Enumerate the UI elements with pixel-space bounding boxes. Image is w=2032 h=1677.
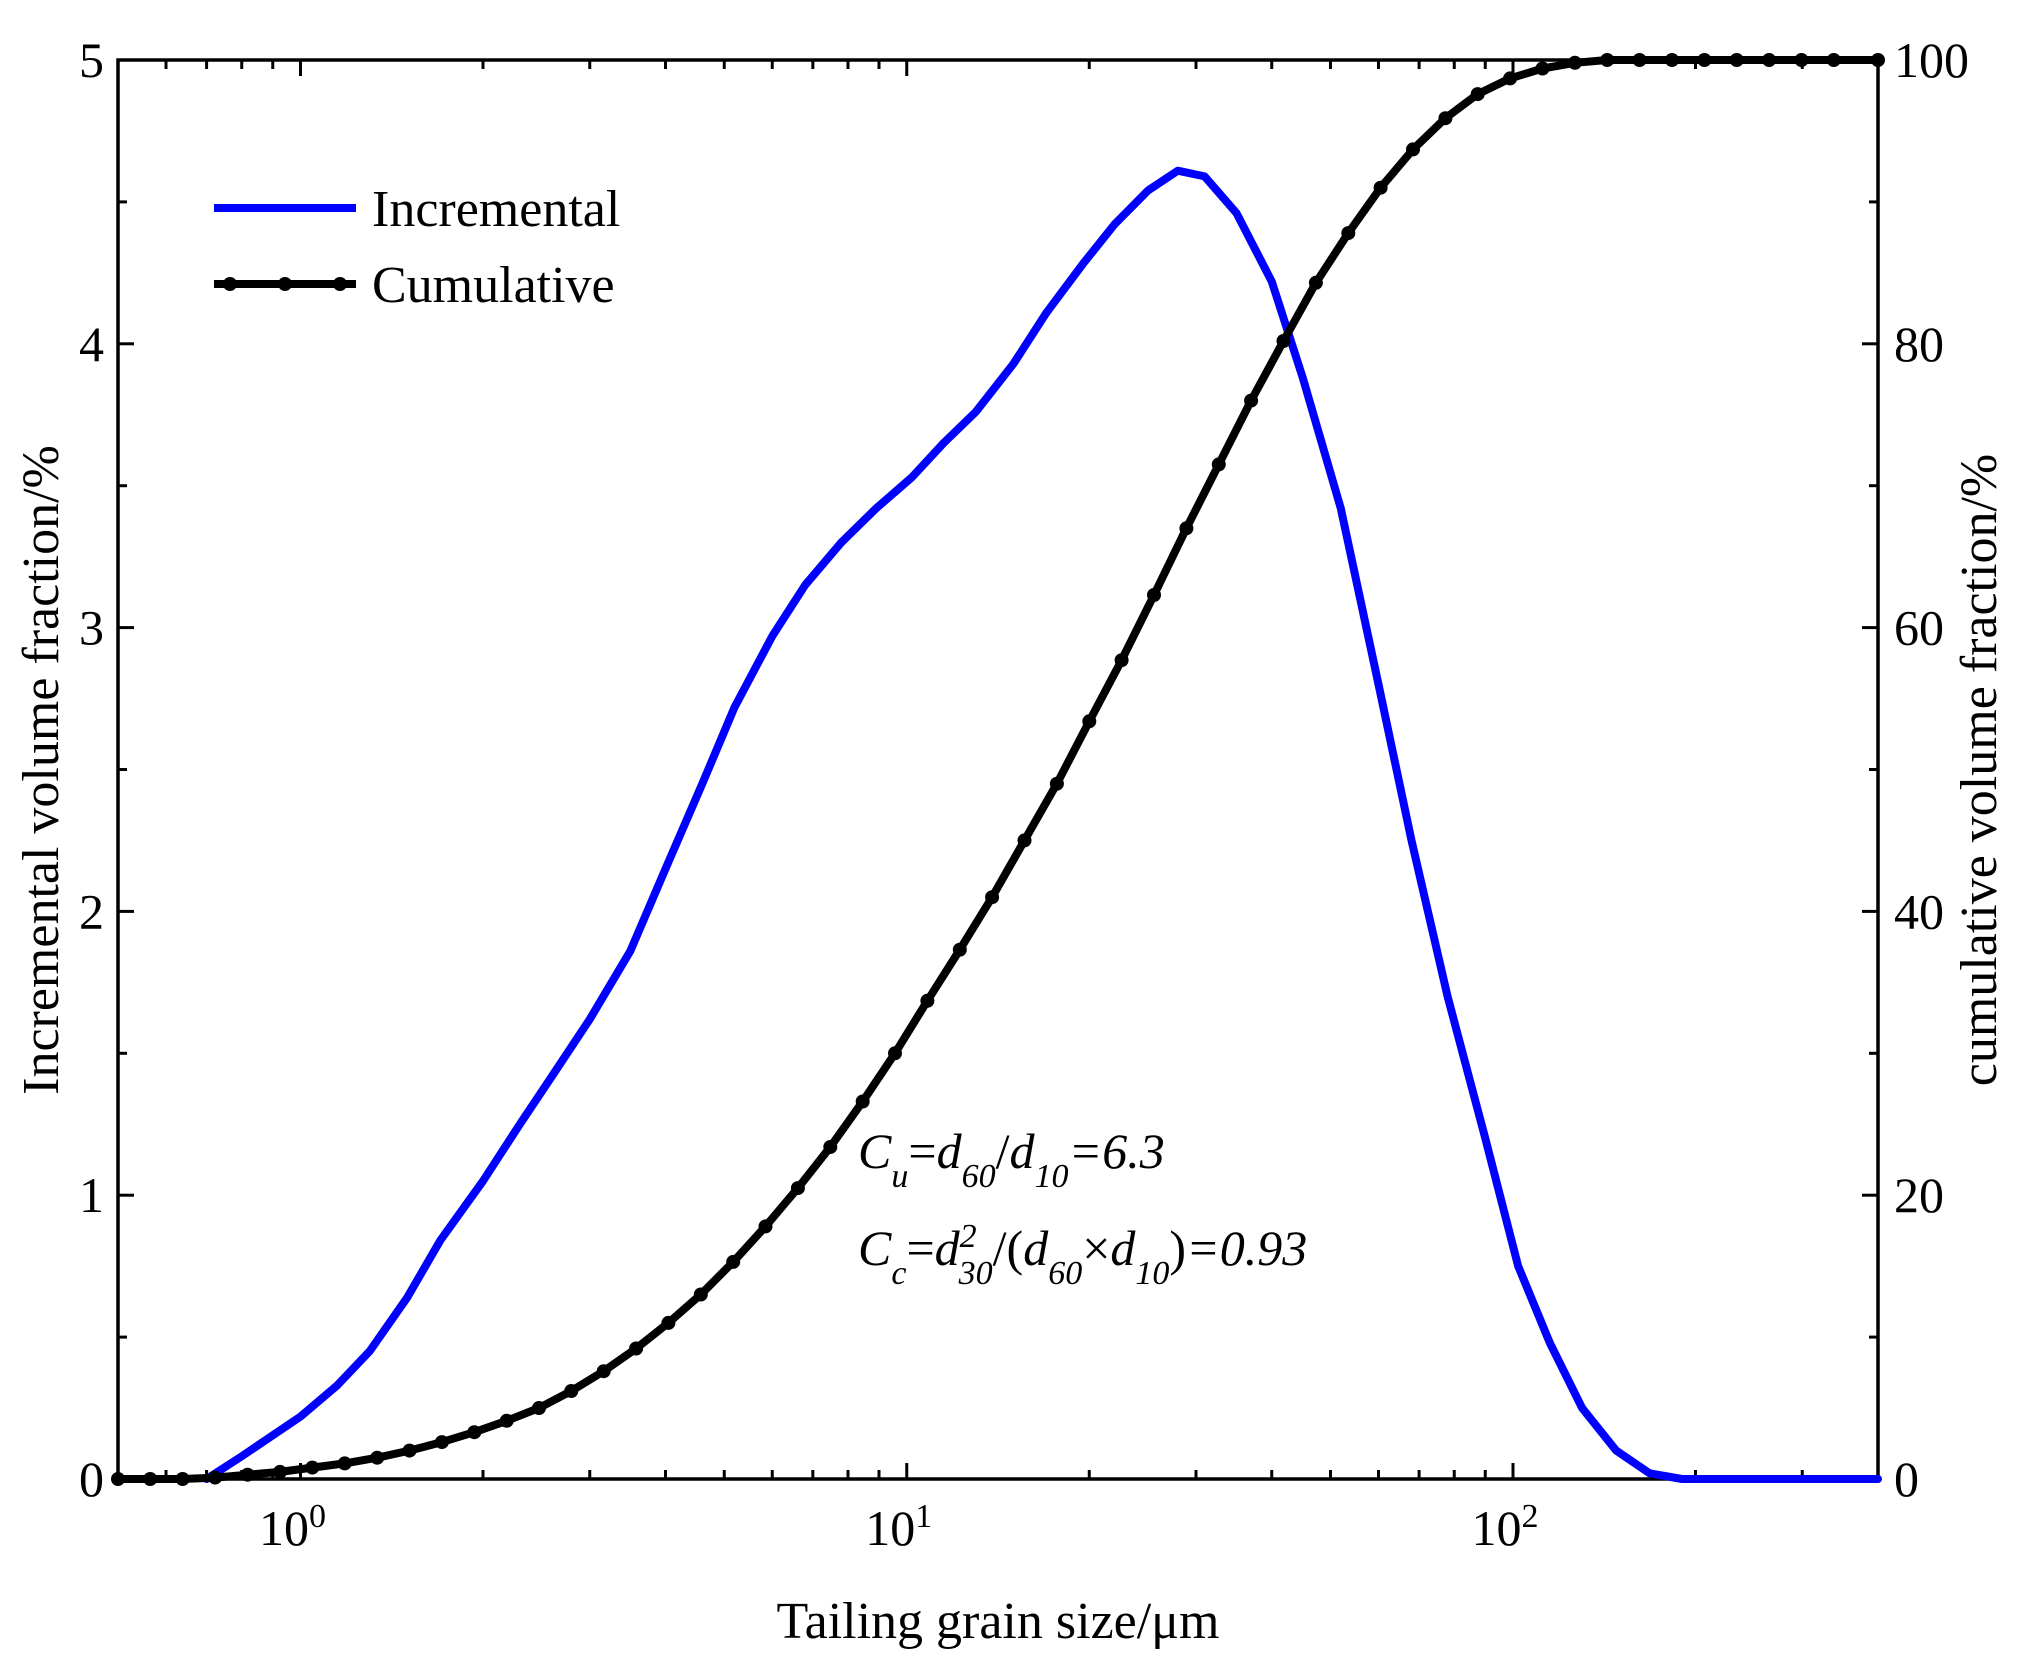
data-point-cumulative xyxy=(596,1364,611,1379)
data-point-cumulative xyxy=(1729,53,1744,67)
x-tick-label: 100 xyxy=(259,1498,326,1557)
data-point-cumulative xyxy=(1308,275,1323,290)
y-left-tick-label: 1 xyxy=(79,1167,104,1223)
y-left-tick-label: 0 xyxy=(79,1451,104,1507)
data-point-cumulative xyxy=(790,1181,805,1196)
data-point-cumulative xyxy=(1567,55,1582,70)
data-point-cumulative xyxy=(1179,521,1194,536)
data-point-cumulative xyxy=(175,1472,190,1486)
data-point-cumulative xyxy=(985,890,1000,905)
data-point-cumulative xyxy=(434,1435,449,1450)
y-right-tick-label: 60 xyxy=(1894,600,1944,656)
data-point-cumulative xyxy=(240,1467,255,1482)
data-point-cumulative xyxy=(467,1425,482,1440)
data-point-cumulative xyxy=(1049,776,1064,791)
data-point-cumulative xyxy=(1665,53,1679,67)
y-right-tick-label: 100 xyxy=(1894,32,1969,88)
data-point-cumulative xyxy=(1600,53,1615,67)
data-point-cumulative xyxy=(305,1460,320,1475)
y-right-tick-label: 80 xyxy=(1894,316,1944,372)
data-point-cumulative xyxy=(952,942,967,957)
y-right-tick-label: 40 xyxy=(1894,883,1944,939)
data-point-cumulative xyxy=(629,1341,644,1356)
data-point-cumulative xyxy=(143,1472,158,1486)
data-point-cumulative xyxy=(1794,53,1809,67)
data-point-cumulative xyxy=(1632,53,1647,67)
data-point-cumulative xyxy=(1017,833,1032,848)
legend-marker-cumulative xyxy=(223,277,237,291)
y-left-tick-label: 2 xyxy=(79,883,104,939)
data-point-cumulative xyxy=(1826,53,1841,67)
annotation-cu: Cu=d60/d10=6.3 xyxy=(858,1123,1165,1195)
data-point-cumulative xyxy=(888,1046,902,1061)
data-point-cumulative xyxy=(1211,457,1226,472)
data-point-cumulative xyxy=(1114,653,1129,668)
x-axis-title: Tailing grain size/μm xyxy=(776,1593,1219,1650)
y-left-axis-ticks: 0 1 2 3 4 5 xyxy=(79,32,134,1507)
y-right-tick-label: 20 xyxy=(1894,1167,1944,1223)
data-point-cumulative xyxy=(111,1472,125,1486)
annotation-cc: Cc=d2 30/(d60×d10)=0.93 xyxy=(858,1218,1307,1292)
data-point-cumulative xyxy=(1341,226,1356,241)
y-left-tick-label: 5 xyxy=(79,32,104,88)
data-point-cumulative xyxy=(1082,714,1097,729)
data-point-cumulative xyxy=(1276,334,1291,348)
data-point-cumulative xyxy=(1373,180,1388,195)
data-point-cumulative xyxy=(1762,53,1777,67)
data-point-cumulative xyxy=(1244,393,1259,408)
data-point-cumulative xyxy=(1470,87,1485,102)
legend-marker-cumulative xyxy=(333,277,347,291)
legend-label-cumulative: Cumulative xyxy=(372,257,615,314)
data-point-cumulative xyxy=(1535,61,1550,76)
y-left-axis-title: Incremental volume fraction/% xyxy=(13,445,70,1095)
data-point-cumulative xyxy=(208,1470,223,1485)
data-point-cumulative xyxy=(370,1450,385,1465)
data-point-cumulative xyxy=(855,1094,870,1109)
series-layer xyxy=(111,53,1885,1486)
data-point-cumulative xyxy=(693,1287,708,1302)
data-point-cumulative xyxy=(564,1384,579,1398)
x-tick-label: 101 xyxy=(865,1498,932,1557)
x-axis-ticks: 100 101 102 xyxy=(116,60,1880,1557)
data-point-cumulative xyxy=(661,1315,676,1330)
legend-marker-cumulative xyxy=(278,277,292,291)
data-point-cumulative xyxy=(1871,53,1885,67)
data-point-cumulative xyxy=(1406,142,1420,157)
y-right-tick-label: 0 xyxy=(1894,1451,1919,1507)
series-line-incremental xyxy=(202,166,1882,1483)
data-point-cumulative xyxy=(1697,53,1712,67)
data-point-cumulative xyxy=(499,1413,514,1428)
data-point-cumulative xyxy=(758,1219,773,1234)
y-left-tick-label: 3 xyxy=(79,600,104,656)
data-point-cumulative xyxy=(823,1140,838,1154)
data-point-cumulative xyxy=(337,1456,352,1471)
y-right-axis-ticks: 0 20 40 60 80 100 xyxy=(1862,32,1969,1507)
data-point-cumulative xyxy=(1438,111,1453,126)
data-point-cumulative xyxy=(726,1254,741,1269)
data-point-cumulative xyxy=(532,1401,546,1415)
data-point-cumulative xyxy=(273,1464,287,1479)
y-right-axis-title: cumulative volume fraction/% xyxy=(1951,454,2008,1086)
y-left-tick-label: 4 xyxy=(79,316,104,372)
data-point-cumulative xyxy=(402,1443,417,1458)
data-point-cumulative xyxy=(920,993,935,1008)
data-point-cumulative xyxy=(1147,588,1161,602)
legend-label-incremental: Incremental xyxy=(372,181,620,238)
legend: Incremental Cumulative xyxy=(214,181,620,314)
x-tick-label: 102 xyxy=(1472,1498,1539,1557)
data-point-cumulative xyxy=(1503,71,1518,86)
